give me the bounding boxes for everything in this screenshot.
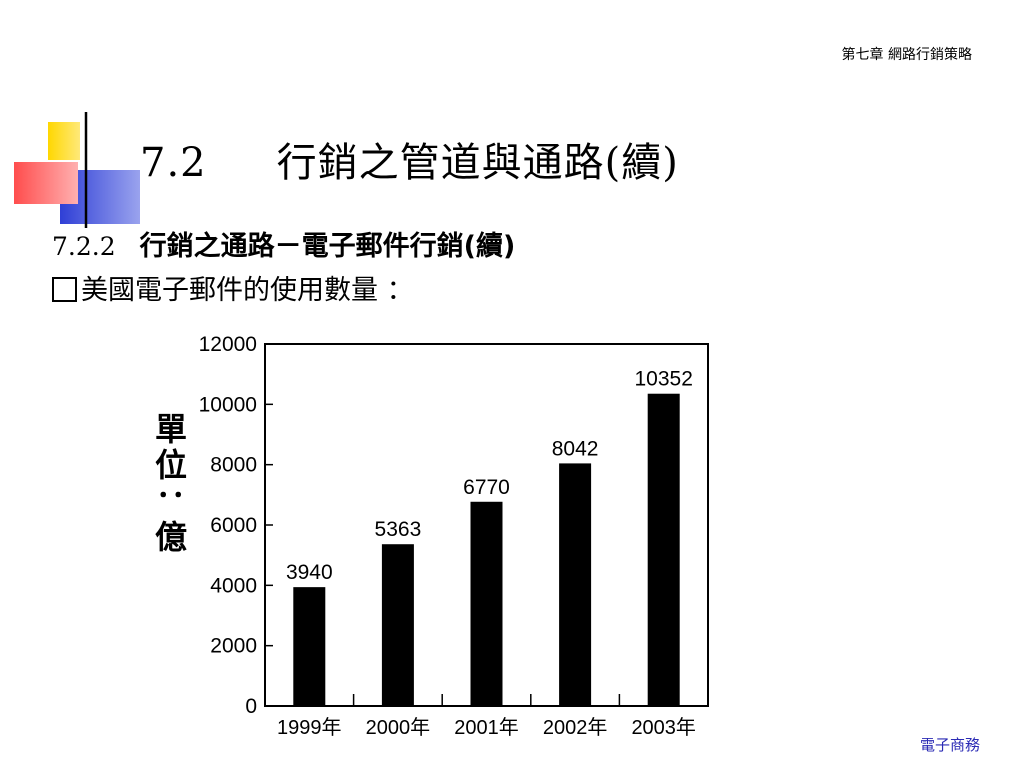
bar xyxy=(647,393,680,706)
bar-value-label: 5363 xyxy=(375,518,422,541)
x-tick-label: 2000年 xyxy=(366,716,431,739)
x-tick-label: 1999年 xyxy=(277,716,342,739)
y-tick-label: 6000 xyxy=(210,514,257,537)
slide-title: 7.2 行銷之管道與通路(續) xyxy=(140,130,679,188)
bullet-text: 美國電子郵件的使用數量 ： xyxy=(81,275,414,306)
bar-value-label: 3940 xyxy=(286,561,333,584)
footer-label: 電子商務 xyxy=(919,736,980,754)
y-tick-label: 10000 xyxy=(199,393,257,416)
y-axis-label-char: 位 xyxy=(155,446,187,484)
y-axis-label-char: 單 xyxy=(155,410,187,448)
bar-value-label: 6770 xyxy=(463,476,510,499)
bar-value-label: 8042 xyxy=(552,437,599,460)
slide-subtitle: 7.2.2 行銷之通路－電子郵件行銷(續) xyxy=(52,224,515,263)
bar xyxy=(559,463,592,706)
bar xyxy=(293,587,326,706)
title-number: 7.2 xyxy=(140,140,207,186)
subtitle-number: 7.2.2 xyxy=(52,232,116,261)
x-tick-label: 2002年 xyxy=(543,716,608,739)
yellow-square xyxy=(48,122,80,160)
chapter-header: 第七章 網路行銷策略 xyxy=(841,47,972,63)
title-decoration xyxy=(14,112,970,228)
title-text: 行銷之管道與通路(續) xyxy=(276,140,679,186)
bar xyxy=(381,544,414,706)
blue-square xyxy=(60,170,140,224)
bullet-item: 美國電子郵件的使用數量 ： xyxy=(52,268,414,307)
red-square xyxy=(14,162,78,204)
y-tick-label: 2000 xyxy=(210,635,257,658)
square-bullet-icon xyxy=(52,277,77,302)
subtitle-text: 行銷之通路－電子郵件行銷(續) xyxy=(139,231,516,262)
bar-value-label: 10352 xyxy=(634,368,692,391)
bar xyxy=(470,501,503,706)
bar-chart: 0 2000 4000 6000 8000 10000 12000 單位：億 3940 5363 6… xyxy=(153,333,709,739)
y-axis-label-char: 億 xyxy=(155,518,187,556)
y-axis-label-char: ： xyxy=(153,487,188,517)
y-tick-label: 0 xyxy=(245,695,257,718)
x-tick-label: 2001年 xyxy=(454,716,519,739)
y-tick-label: 8000 xyxy=(210,454,257,477)
y-tick-label: 12000 xyxy=(199,333,257,356)
x-tick-label: 2003年 xyxy=(631,716,696,739)
y-tick-label: 4000 xyxy=(210,574,257,597)
